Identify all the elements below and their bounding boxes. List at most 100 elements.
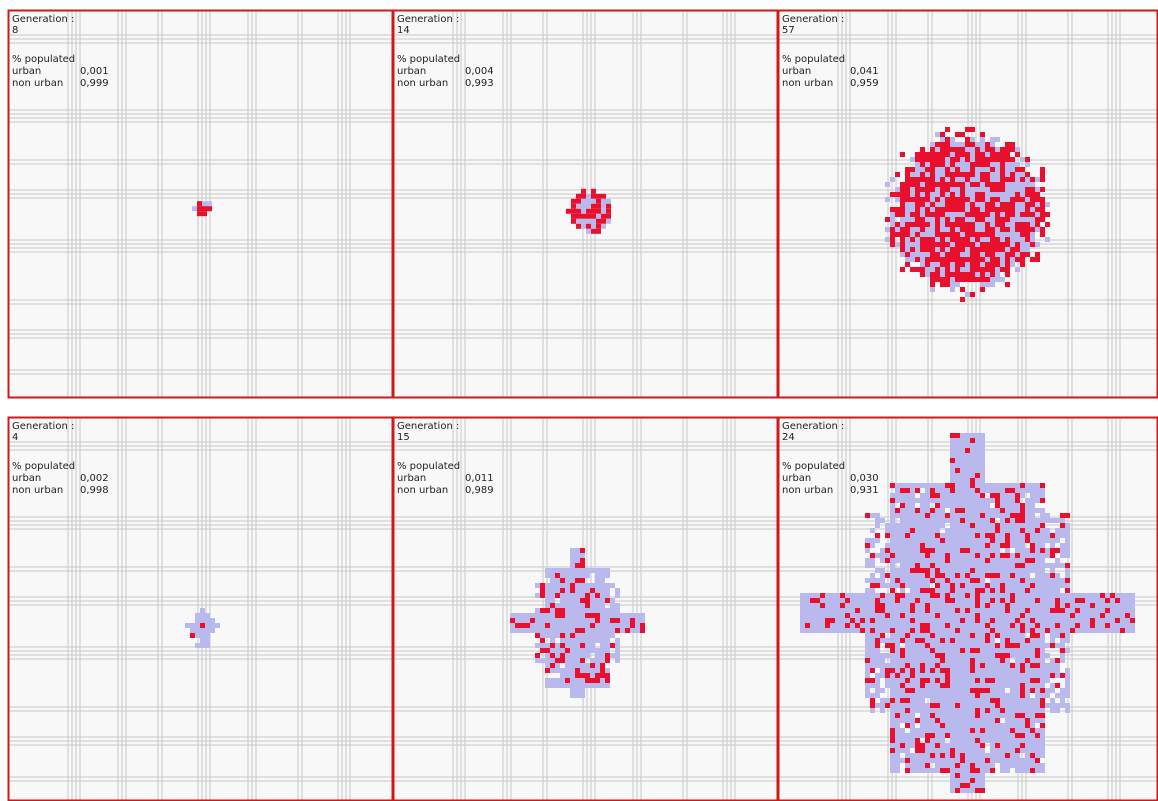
non-urban-cell <box>545 568 550 573</box>
urban-cell <box>1000 162 1005 167</box>
urban-cell <box>890 237 895 242</box>
urban-cell <box>920 237 925 242</box>
non-urban-cell <box>955 618 960 623</box>
non-urban-cell <box>930 678 935 683</box>
urban-cell <box>980 177 985 182</box>
non-urban-cell <box>865 628 870 633</box>
urban-cell <box>1000 152 1005 157</box>
non-urban-cell <box>965 523 970 528</box>
urban-cell <box>1010 573 1015 578</box>
non-urban-cell <box>935 643 940 648</box>
non-urban-cell <box>950 508 955 513</box>
non-urban-cell <box>870 693 875 698</box>
urban-cell <box>870 668 875 673</box>
non-urban-cell <box>1060 693 1065 698</box>
urban-cell <box>935 718 940 723</box>
non-urban-cell <box>590 638 595 643</box>
non-urban-cell <box>625 613 630 618</box>
non-urban-cell <box>965 558 970 563</box>
non-urban-cell <box>200 628 205 633</box>
non-urban-cell <box>1095 613 1100 618</box>
urban-cell <box>985 182 990 187</box>
urban-cell <box>980 493 985 498</box>
urban-cell <box>905 187 910 192</box>
non-urban-cell <box>1025 758 1030 763</box>
non-urban-cell <box>955 578 960 583</box>
non-urban-cell <box>925 483 930 488</box>
urban-cell <box>975 598 980 603</box>
urban-cell <box>915 267 920 272</box>
non-urban-cell <box>1000 212 1005 217</box>
urban-cell <box>855 608 860 613</box>
non-urban-cell <box>1015 182 1020 187</box>
non-urban-cell <box>995 708 1000 713</box>
non-urban-cell <box>900 703 905 708</box>
urban-cell <box>885 548 890 553</box>
urban-cell <box>920 202 925 207</box>
non-urban-cell <box>895 663 900 668</box>
non-urban-value: 0,999 <box>80 78 109 89</box>
non-urban-cell <box>910 763 915 768</box>
urban-cell <box>1005 212 1010 217</box>
non-urban-cell <box>1065 628 1070 633</box>
urban-cell <box>920 588 925 593</box>
non-urban-cell <box>1005 768 1010 773</box>
non-urban-cell <box>635 623 640 628</box>
non-urban-cell <box>890 743 895 748</box>
non-urban-cell <box>970 147 975 152</box>
non-urban-cell <box>1005 508 1010 513</box>
generation-value: 4 <box>12 432 18 443</box>
non-urban-cell <box>590 683 595 688</box>
non-urban-cell <box>1080 628 1085 633</box>
urban-cell <box>1050 573 1055 578</box>
non-urban-cell <box>615 608 620 613</box>
non-urban-cell <box>1030 578 1035 583</box>
non-urban-cell <box>955 673 960 678</box>
non-urban-cell <box>915 162 920 167</box>
urban-cell <box>1010 513 1015 518</box>
urban-cell <box>1005 237 1010 242</box>
non-urban-cell <box>960 603 965 608</box>
non-urban-cell <box>950 693 955 698</box>
non-urban-cell <box>1015 623 1020 628</box>
non-urban-cell <box>955 598 960 603</box>
non-urban-cell <box>905 548 910 553</box>
non-urban-cell <box>1005 583 1010 588</box>
non-urban-cell <box>1010 733 1015 738</box>
non-urban-cell <box>1065 538 1070 543</box>
non-urban-cell <box>1040 673 1045 678</box>
non-urban-cell <box>895 613 900 618</box>
urban-cell <box>1000 172 1005 177</box>
non-urban-cell <box>1030 518 1035 523</box>
urban-cell <box>990 247 995 252</box>
non-urban-cell <box>995 272 1000 277</box>
non-urban-cell <box>545 588 550 593</box>
non-urban-cell <box>965 438 970 443</box>
non-urban-cell <box>950 738 955 743</box>
non-urban-cell <box>595 683 600 688</box>
urban-cell <box>905 222 910 227</box>
urban-cell <box>990 187 995 192</box>
urban-cell <box>1040 207 1045 212</box>
non-urban-cell <box>1010 748 1015 753</box>
urban-cell <box>905 227 910 232</box>
non-urban-cell <box>585 683 590 688</box>
non-urban-cell <box>980 503 985 508</box>
non-urban-cell <box>855 598 860 603</box>
non-urban-cell <box>1040 598 1045 603</box>
non-urban-cell <box>1060 598 1065 603</box>
urban-cell <box>905 197 910 202</box>
urban-cell <box>980 788 985 793</box>
urban-cell <box>975 593 980 598</box>
non-urban-cell <box>815 623 820 628</box>
urban-cell <box>925 738 930 743</box>
non-urban-cell <box>955 593 960 598</box>
non-urban-cell <box>1065 708 1070 713</box>
non-urban-cell <box>1000 593 1005 598</box>
non-urban-cell <box>1010 558 1015 563</box>
non-urban-cell <box>1090 608 1095 613</box>
urban-cell <box>1020 628 1025 633</box>
urban-cell <box>985 207 990 212</box>
non-urban-cell <box>1125 628 1130 633</box>
non-urban-cell <box>955 698 960 703</box>
